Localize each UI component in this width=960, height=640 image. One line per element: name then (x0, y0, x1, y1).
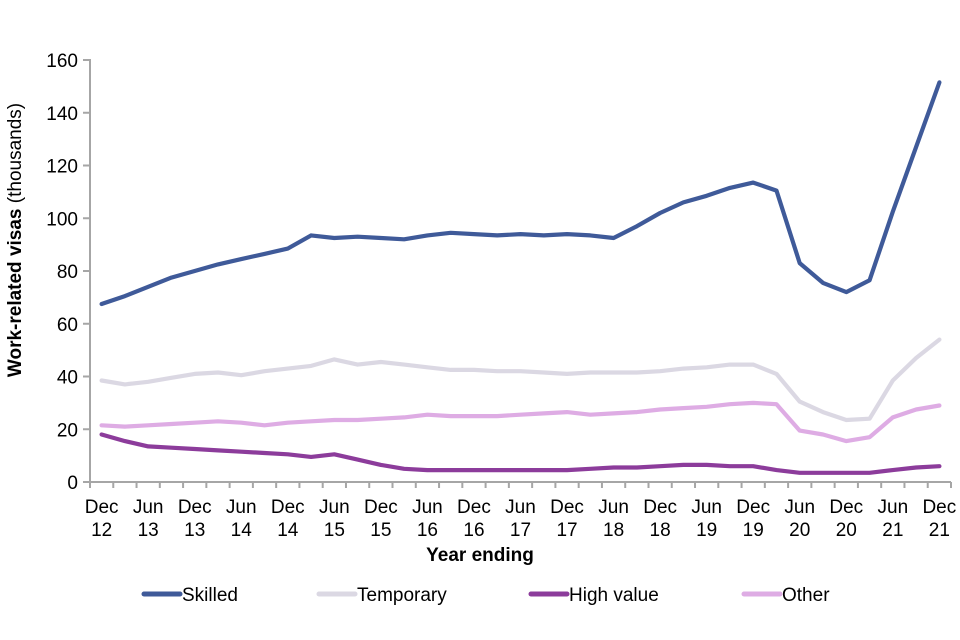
x-tick-label-month: Dec (829, 497, 863, 518)
legend-label: Temporary (357, 585, 447, 606)
y-tick-label: 80 (57, 262, 78, 283)
legend-item-high-value: High value (528, 585, 659, 606)
series-layer (99, 80, 942, 475)
x-tick-label-year: 16 (463, 520, 484, 541)
y-axis-title-units: (thousands) (5, 103, 26, 203)
x-tick-label-year: 16 (417, 520, 438, 541)
y-axis-title-main: Work-related visas (5, 209, 26, 378)
y-tick-label: 0 (67, 473, 78, 494)
x-tick-label-month: Jun (505, 497, 536, 518)
y-tick-label: 160 (46, 51, 78, 72)
x-tick-label-month: Jun (691, 497, 722, 518)
x-tick-label-month: Jun (412, 497, 443, 518)
x-tick-label-year: 21 (882, 520, 903, 541)
x-tick-label-year: 15 (324, 520, 345, 541)
y-tick-label: 120 (46, 157, 78, 178)
legend: Skilled Temporary High value Other (141, 585, 830, 606)
x-axis-title: Year ending (426, 545, 534, 566)
y-tick-label: 40 (57, 368, 78, 389)
x-tick-label-month: Jun (598, 497, 629, 518)
series-line-skilled (99, 80, 942, 307)
legend-label: Skilled (182, 585, 238, 606)
x-tick-label-month: Dec (85, 497, 119, 518)
x-tick-label-month: Jun (878, 497, 909, 518)
x-tick-label-month: Dec (643, 497, 677, 518)
x-tick-label-year: 20 (789, 520, 810, 541)
x-tick-label-month: Dec (364, 497, 398, 518)
legend-label: Other (782, 585, 830, 606)
x-tick-label-year: 13 (184, 520, 205, 541)
x-tick-label-month: Dec (457, 497, 491, 518)
x-tick-label-year: 14 (231, 520, 253, 541)
x-tick-label-month: Jun (319, 497, 350, 518)
x-tick-label-month: Jun (226, 497, 257, 518)
axes-layer: 020406080100120140160Dec12Jun13Dec13Jun1… (46, 51, 956, 541)
x-tick-label-month: Dec (271, 497, 305, 518)
x-tick-label-month: Dec (550, 497, 584, 518)
y-tick-label: 60 (57, 315, 78, 336)
x-tick-label-year: 21 (929, 520, 950, 541)
x-tick-label-year: 18 (650, 520, 671, 541)
x-tick-label-year: 12 (91, 520, 112, 541)
x-tick-label-month: Jun (784, 497, 815, 518)
x-tick-label-month: Dec (922, 497, 956, 518)
legend-label: High value (569, 585, 659, 606)
y-tick-label: 140 (46, 104, 78, 125)
x-tick-label-year: 14 (277, 520, 299, 541)
series-line-high-value (99, 432, 942, 475)
y-tick-label: 100 (46, 209, 78, 230)
x-tick-label-month: Dec (736, 497, 770, 518)
x-tick-label-month: Dec (178, 497, 212, 518)
x-tick-label-year: 18 (603, 520, 624, 541)
x-tick-label-month: Jun (133, 497, 164, 518)
series-line-temporary (99, 337, 942, 423)
legend-item-temporary: Temporary (316, 585, 447, 606)
series-line-other (99, 400, 942, 444)
y-tick-label: 20 (57, 420, 78, 441)
legend-item-other: Other (741, 585, 830, 606)
x-tick-label-year: 13 (138, 520, 159, 541)
x-tick-label-year: 20 (836, 520, 857, 541)
x-tick-label-year: 17 (510, 520, 531, 541)
x-tick-label-year: 15 (370, 520, 391, 541)
x-tick-label-year: 19 (696, 520, 717, 541)
x-tick-label-year: 19 (743, 520, 764, 541)
y-axis-title: Work-related visas (thousands) (5, 103, 26, 377)
x-tick-label-year: 17 (556, 520, 577, 541)
legend-item-skilled: Skilled (141, 585, 238, 606)
